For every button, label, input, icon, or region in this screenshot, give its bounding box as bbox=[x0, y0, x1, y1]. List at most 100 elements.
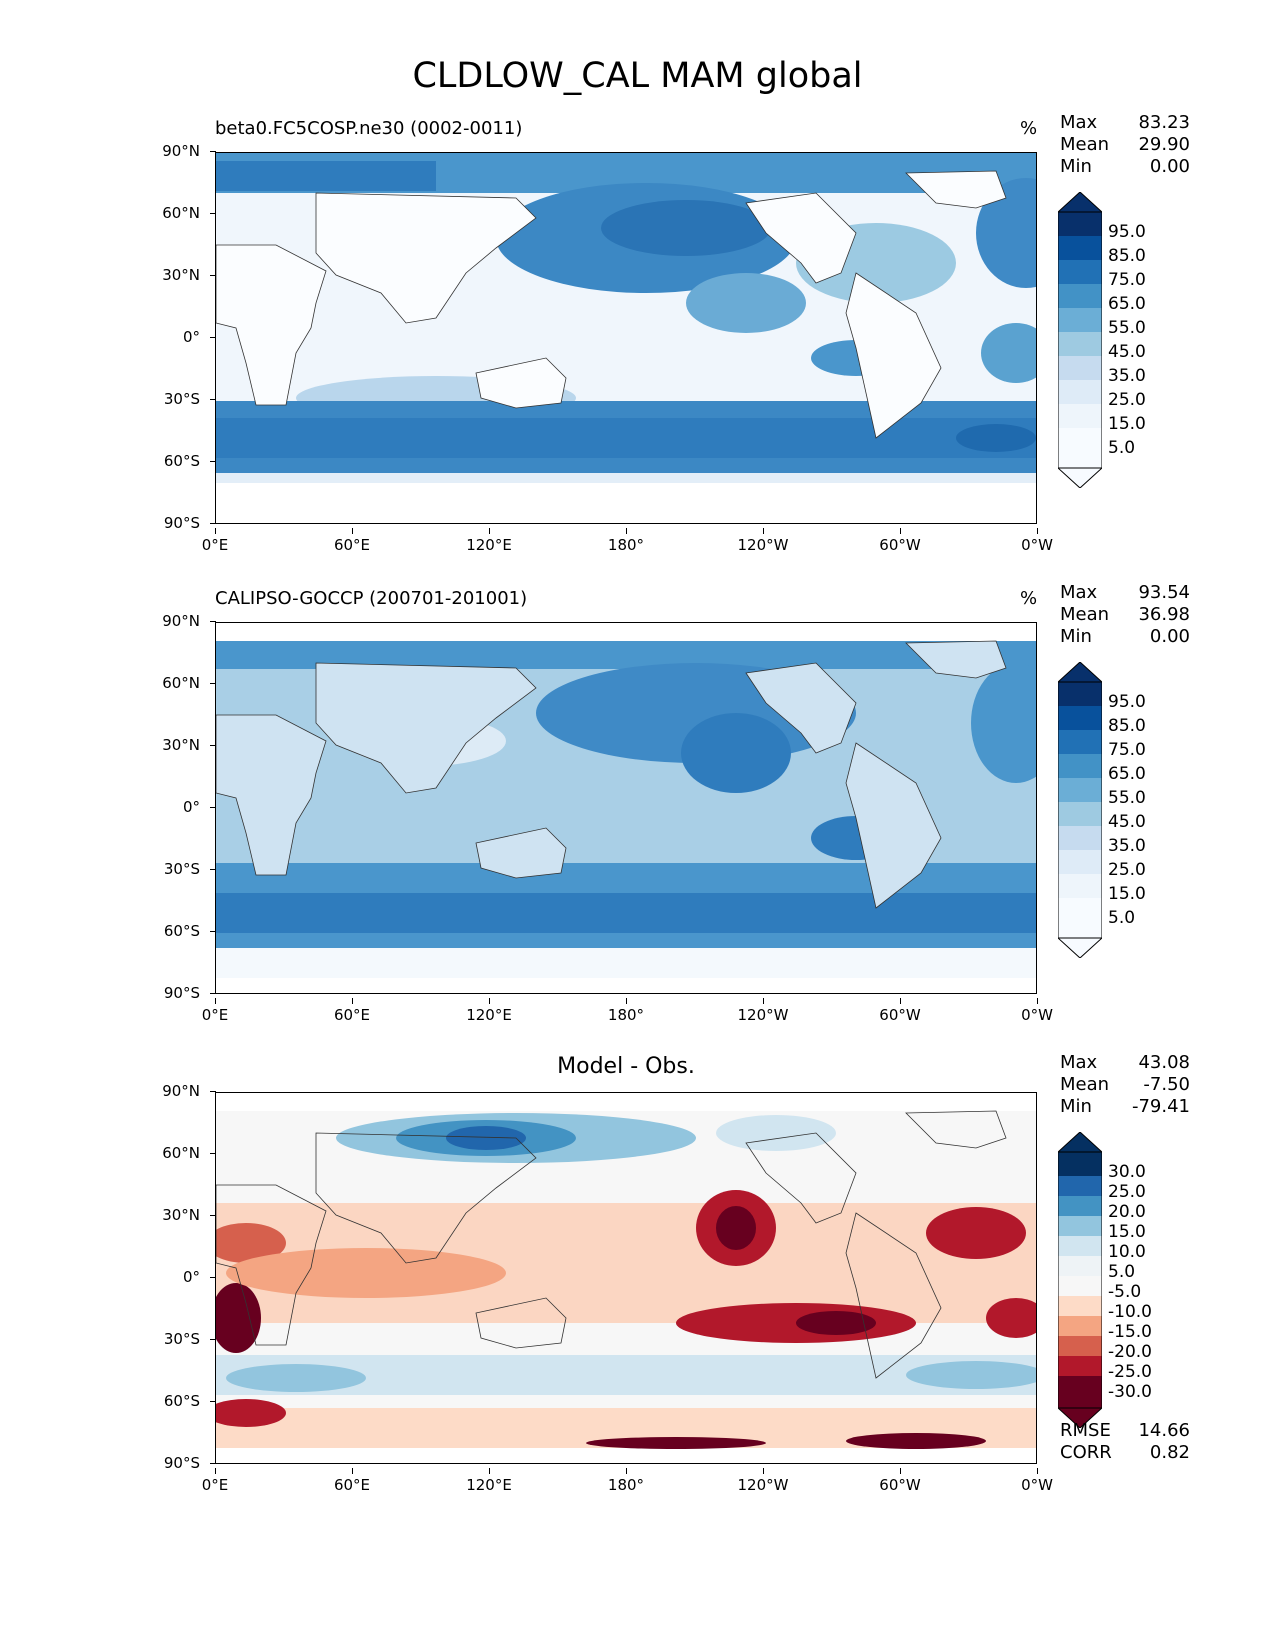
xtick: 0°W bbox=[997, 1468, 1077, 1494]
colorbar-tick: 65.0 bbox=[1108, 764, 1146, 784]
difference-map bbox=[215, 1092, 1037, 1464]
stat-max: Max 43.08 bbox=[1060, 1052, 1190, 1073]
xtick: 120°E bbox=[449, 1468, 529, 1494]
ytick: 30°N bbox=[140, 736, 216, 754]
difference-title: Model - Obs. bbox=[557, 1054, 695, 1079]
ytick: 0° bbox=[140, 798, 216, 816]
ytick: 90°N bbox=[140, 1082, 216, 1100]
stats-box: Max 43.08 Mean -7.50 Min -79.41 bbox=[1060, 1052, 1190, 1118]
colorbar-tick: 55.0 bbox=[1108, 318, 1146, 338]
colorbar-tick: 75.0 bbox=[1108, 270, 1146, 290]
colorbar-tick: 95.0 bbox=[1108, 692, 1146, 712]
colorbar-tick: 45.0 bbox=[1108, 812, 1146, 832]
xtick: 60°W bbox=[860, 998, 940, 1024]
xtick: 180° bbox=[586, 528, 666, 554]
ytick: 30°N bbox=[140, 266, 216, 284]
difference-panel: Model - Obs. Max 43.08 Mean -7.50 Min -79.4… bbox=[0, 1052, 1275, 1518]
colorbar-tick: 55.0 bbox=[1108, 788, 1146, 808]
ytick: 0° bbox=[140, 328, 216, 346]
colorbar-tick: 30.0 bbox=[1108, 1162, 1146, 1182]
colorbar-tick: 20.0 bbox=[1108, 1202, 1146, 1222]
stats-box: Max 83.23 Mean 29.90 Min 0.00 bbox=[1060, 112, 1190, 178]
ytick: 90°S bbox=[140, 1454, 216, 1472]
colorbar-tick: 10.0 bbox=[1108, 1242, 1146, 1262]
colorbar-tick: 25.0 bbox=[1108, 860, 1146, 880]
colorbar bbox=[1056, 1131, 1104, 1432]
colorbar-tick: 45.0 bbox=[1108, 342, 1146, 362]
ytick: 90°S bbox=[140, 514, 216, 532]
colorbar-tick: -20.0 bbox=[1108, 1342, 1152, 1362]
xtick: 0°E bbox=[175, 528, 255, 554]
xtick: 60°W bbox=[860, 1468, 940, 1494]
ytick: 30°S bbox=[140, 1330, 216, 1348]
stat-min: Min 0.00 bbox=[1060, 626, 1190, 647]
xtick: 120°W bbox=[723, 1468, 803, 1494]
model-panel: beta0.FC5COSP.ne30 (0002-0011) % Max 83.2… bbox=[0, 112, 1275, 578]
stat-min: Min 0.00 bbox=[1060, 156, 1190, 177]
stat-max: Max 93.54 bbox=[1060, 582, 1190, 603]
ytick: 90°N bbox=[140, 612, 216, 630]
observation-panel: CALIPSO-GOCCP (200701-201001) % Max 93.54… bbox=[0, 582, 1275, 1048]
observation-map bbox=[215, 622, 1037, 994]
colorbar-tick: 35.0 bbox=[1108, 366, 1146, 386]
units-label: % bbox=[1020, 118, 1038, 139]
colorbar bbox=[1056, 661, 1104, 962]
colorbar-tick: 15.0 bbox=[1108, 1222, 1146, 1242]
xtick: 0°E bbox=[175, 1468, 255, 1494]
xtick: 120°E bbox=[449, 528, 529, 554]
colorbar-tick: 85.0 bbox=[1108, 246, 1146, 266]
ytick: 60°N bbox=[140, 1144, 216, 1162]
colorbar-tick: 15.0 bbox=[1108, 884, 1146, 904]
colorbar-tick: -5.0 bbox=[1108, 1282, 1142, 1302]
colorbar-tick: 15.0 bbox=[1108, 414, 1146, 434]
xtick: 0°W bbox=[997, 998, 1077, 1024]
colorbar-tick: 25.0 bbox=[1108, 1182, 1146, 1202]
xtick: 0°W bbox=[997, 528, 1077, 554]
xtick: 120°W bbox=[723, 998, 803, 1024]
ytick: 60°S bbox=[140, 452, 216, 470]
stat-mean: Mean -7.50 bbox=[1060, 1074, 1190, 1095]
ytick: 0° bbox=[140, 1268, 216, 1286]
colorbar-tick: -30.0 bbox=[1108, 1382, 1152, 1402]
xtick: 180° bbox=[586, 998, 666, 1024]
panel-label: CALIPSO-GOCCP (200701-201001) bbox=[215, 588, 528, 609]
figure-title: CLDLOW_CAL MAM global bbox=[412, 56, 863, 96]
ytick: 90°N bbox=[140, 142, 216, 160]
colorbar-tick: 95.0 bbox=[1108, 222, 1146, 242]
xtick: 0°E bbox=[175, 998, 255, 1024]
ytick: 60°N bbox=[140, 204, 216, 222]
xtick: 60°W bbox=[860, 528, 940, 554]
ytick: 30°N bbox=[140, 1206, 216, 1224]
xtick: 60°E bbox=[312, 998, 392, 1024]
stat-max: Max 83.23 bbox=[1060, 112, 1190, 133]
stat-mean: Mean 36.98 bbox=[1060, 604, 1190, 625]
colorbar-tick: 75.0 bbox=[1108, 740, 1146, 760]
ytick: 90°S bbox=[140, 984, 216, 1002]
colorbar-tick: 5.0 bbox=[1108, 908, 1136, 928]
colorbar-tick: 5.0 bbox=[1108, 438, 1136, 458]
ytick: 60°S bbox=[140, 922, 216, 940]
ytick: 60°S bbox=[140, 1392, 216, 1410]
colorbar-tick: -25.0 bbox=[1108, 1362, 1152, 1382]
panel-label: beta0.FC5COSP.ne30 (0002-0011) bbox=[215, 118, 523, 139]
colorbar-tick: 35.0 bbox=[1108, 836, 1146, 856]
metric-rmse: RMSE 14.66 bbox=[1060, 1420, 1190, 1441]
colorbar-tick: 5.0 bbox=[1108, 1262, 1136, 1282]
stat-mean: Mean 29.90 bbox=[1060, 134, 1190, 155]
xtick: 60°E bbox=[312, 1468, 392, 1494]
model-map bbox=[215, 152, 1037, 524]
colorbar-tick: -10.0 bbox=[1108, 1302, 1152, 1322]
xtick: 120°E bbox=[449, 998, 529, 1024]
stat-min: Min -79.41 bbox=[1060, 1096, 1190, 1117]
xtick: 60°E bbox=[312, 528, 392, 554]
units-label: % bbox=[1020, 588, 1038, 609]
colorbar-tick: 85.0 bbox=[1108, 716, 1146, 736]
ytick: 30°S bbox=[140, 860, 216, 878]
colorbar-tick: 25.0 bbox=[1108, 390, 1146, 410]
stats-box: Max 93.54 Mean 36.98 Min 0.00 bbox=[1060, 582, 1190, 648]
colorbar-tick: -15.0 bbox=[1108, 1322, 1152, 1342]
xtick: 120°W bbox=[723, 528, 803, 554]
colorbar bbox=[1056, 191, 1104, 492]
ytick: 60°N bbox=[140, 674, 216, 692]
metric-corr: CORR 0.82 bbox=[1060, 1442, 1190, 1463]
